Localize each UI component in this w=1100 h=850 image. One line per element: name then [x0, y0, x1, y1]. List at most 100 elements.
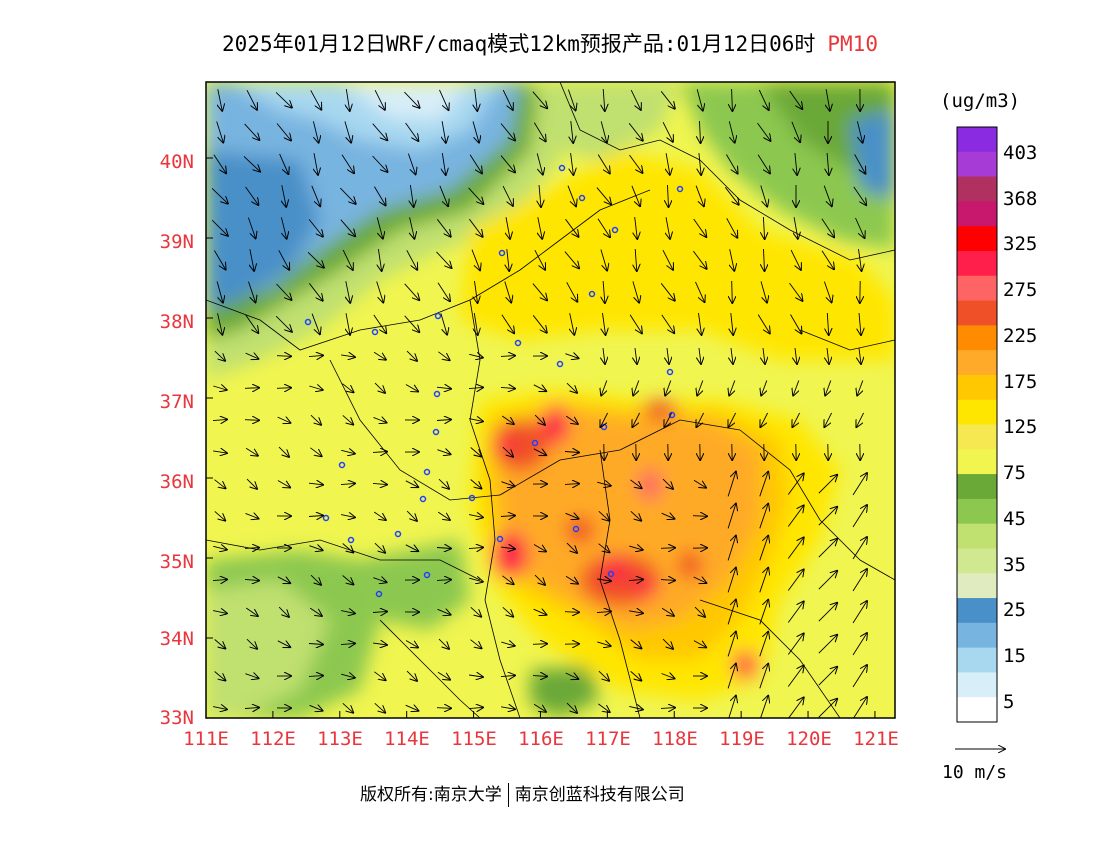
- wind-arrow: [724, 187, 738, 204]
- wind-arrow: [859, 312, 861, 335]
- wind-arrow: [823, 185, 832, 207]
- wind-arrow: [437, 671, 450, 679]
- wind-arrow: [596, 611, 611, 612]
- wind-arrow: [245, 513, 259, 518]
- wind-arrow: [308, 219, 323, 236]
- wind-arrow: [244, 388, 259, 389]
- wind-arrow: [693, 479, 706, 487]
- wind-arrow: [247, 217, 255, 239]
- wind-arrow: [280, 217, 286, 238]
- wind-arrow: [341, 154, 354, 173]
- lon-label: 113E: [317, 728, 363, 750]
- wind-arrow: [818, 539, 837, 558]
- wind-arrow: [539, 184, 541, 207]
- wind-arrow: [214, 350, 225, 361]
- wind-arrow: [468, 707, 483, 708]
- wind-arrow: [437, 450, 450, 455]
- wind-arrow: [373, 511, 386, 520]
- wind-arrow: [661, 674, 675, 679]
- lon-label: 118E: [652, 728, 698, 750]
- wind-arrow: [603, 313, 606, 335]
- wind-arrow: [564, 612, 579, 613]
- colorbar-label: 15: [1003, 645, 1026, 667]
- wind-arrow: [694, 606, 705, 617]
- wind-arrow: [600, 121, 607, 142]
- wind-arrow: [853, 186, 866, 205]
- wind-arrow: [501, 642, 514, 646]
- wind-arrow: [308, 483, 323, 485]
- wind-arrow: [664, 412, 673, 427]
- colorbar-label: 403: [1003, 142, 1038, 164]
- wind-arrow: [245, 353, 259, 359]
- wind-arrow: [792, 412, 801, 427]
- wind-arrow: [731, 313, 733, 335]
- colorbar-swatch: [957, 300, 997, 326]
- colorbar-label: 225: [1003, 325, 1038, 347]
- wind-arrow: [436, 580, 451, 581]
- wind-arrow: [341, 450, 355, 453]
- wind-arrow: [730, 249, 735, 271]
- wind-arrow: [475, 89, 478, 111]
- wind-arrow: [213, 707, 227, 710]
- wind-arrow: [661, 513, 675, 519]
- colorbar-swatch: [957, 399, 997, 425]
- wind-arrow: [469, 578, 483, 582]
- wind-arrow: [502, 575, 513, 584]
- wind-arrow: [856, 412, 865, 427]
- wind-arrow: [374, 542, 385, 553]
- colorbar-frame: [956, 126, 998, 723]
- wind-arrow: [732, 88, 733, 111]
- lon-label: 114E: [384, 728, 430, 750]
- wind-arrow: [823, 281, 831, 303]
- wind-arrow: [660, 580, 675, 581]
- wind-arrow: [374, 186, 385, 206]
- wind-arrow: [825, 380, 831, 396]
- colorbar-swatch: [957, 498, 997, 525]
- wind-arrow: [309, 546, 322, 551]
- wind-arrow: [567, 185, 576, 207]
- lon-label: 115E: [451, 728, 497, 750]
- wind-arrow: [852, 537, 867, 560]
- wind-arrow: [662, 478, 673, 489]
- wind-arrow: [275, 315, 292, 332]
- wind-arrow: [571, 153, 574, 175]
- wind-arrow: [502, 446, 513, 457]
- wind-arrow: [244, 579, 259, 580]
- wind-arrow: [404, 283, 420, 300]
- wind-arrow: [571, 121, 573, 143]
- wind-arrow: [340, 483, 355, 484]
- wind-arrow: [852, 665, 867, 688]
- wind-arrow: [695, 185, 704, 207]
- wind-arrow: [245, 314, 259, 333]
- wind-arrow: [629, 611, 643, 613]
- copyright-left: 版权所有:南京大学: [360, 785, 502, 805]
- lat-label: 36N: [159, 471, 194, 493]
- wind-arrow: [405, 544, 418, 551]
- wind-arrow: [852, 569, 867, 592]
- wind-arrow: [821, 218, 834, 237]
- wind-arrow: [729, 380, 735, 396]
- wind-arrow: [728, 412, 737, 427]
- axis-ticks: [205, 157, 876, 719]
- wind-arrow: [506, 217, 510, 239]
- city-markers: [304, 164, 684, 598]
- wind-arrow: [475, 281, 478, 303]
- wind-arrow: [533, 609, 547, 615]
- wind-arrow: [532, 91, 547, 109]
- wind-arrow: [826, 89, 830, 111]
- wind-arrow: [213, 386, 226, 390]
- wind-arrow: [311, 313, 320, 335]
- wind-arrow: [314, 153, 318, 175]
- wind-arrow: [340, 643, 355, 644]
- wind-arrow: [632, 281, 639, 302]
- wind-arrow: [538, 217, 542, 239]
- wind-arrow: [693, 218, 707, 237]
- wind-arrow: [410, 185, 413, 207]
- wind-arrow: [373, 643, 387, 645]
- wind-arrow: [213, 546, 227, 549]
- lon-label: 112E: [250, 728, 296, 750]
- wind-arrow: [662, 121, 673, 142]
- colorbar-swatch: [957, 127, 997, 153]
- colorbar-swatch: [957, 424, 997, 450]
- lon-label: 121E: [853, 728, 899, 750]
